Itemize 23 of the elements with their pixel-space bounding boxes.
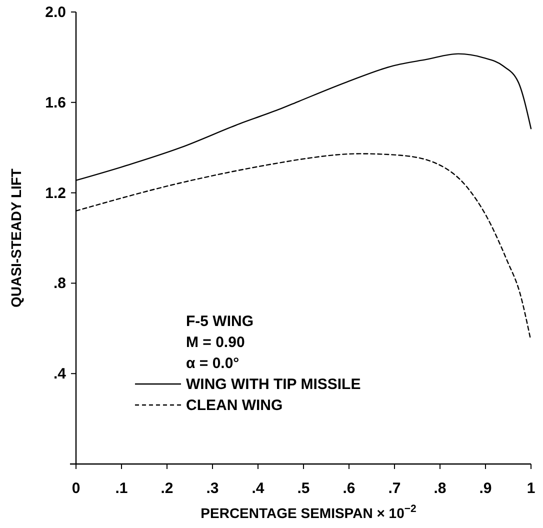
x-tick-label: 0 <box>72 480 80 497</box>
x-tick-label: .7 <box>388 480 401 497</box>
x-tick-label: .8 <box>434 480 446 497</box>
y-tick-label: 1.6 <box>45 94 66 112</box>
x-tick-label: .2 <box>160 480 174 497</box>
annotation: F-5 WING <box>186 313 254 330</box>
y-tick-label: .4 <box>53 366 67 383</box>
x-tick-label: .9 <box>479 480 492 497</box>
y-tick-label: .8 <box>53 275 66 292</box>
x-tick-label: .5 <box>297 480 310 497</box>
x-tick-label: .6 <box>342 480 356 497</box>
y-tick-label: 1.2 <box>45 184 66 202</box>
legend-label: CLEAN WING <box>186 397 283 414</box>
y-tick-label: 2.0 <box>45 4 66 21</box>
x-tick-label: .3 <box>206 480 219 497</box>
x-axis-title: PERCENTAGE SEMISPAN × 10$^{−2}$ <box>200 503 416 521</box>
x-tick-label: .4 <box>252 480 265 497</box>
annotation: M = 0.90 <box>186 334 245 351</box>
x-tick-label: 1 <box>526 480 536 497</box>
annotation: α = 0.0° <box>186 355 240 372</box>
y-axis-title: QUASI-STEADY LIFT <box>8 168 24 308</box>
legend-label: WING WITH TIP MISSILE <box>186 376 361 393</box>
x-tick-label: .1 <box>115 480 128 497</box>
